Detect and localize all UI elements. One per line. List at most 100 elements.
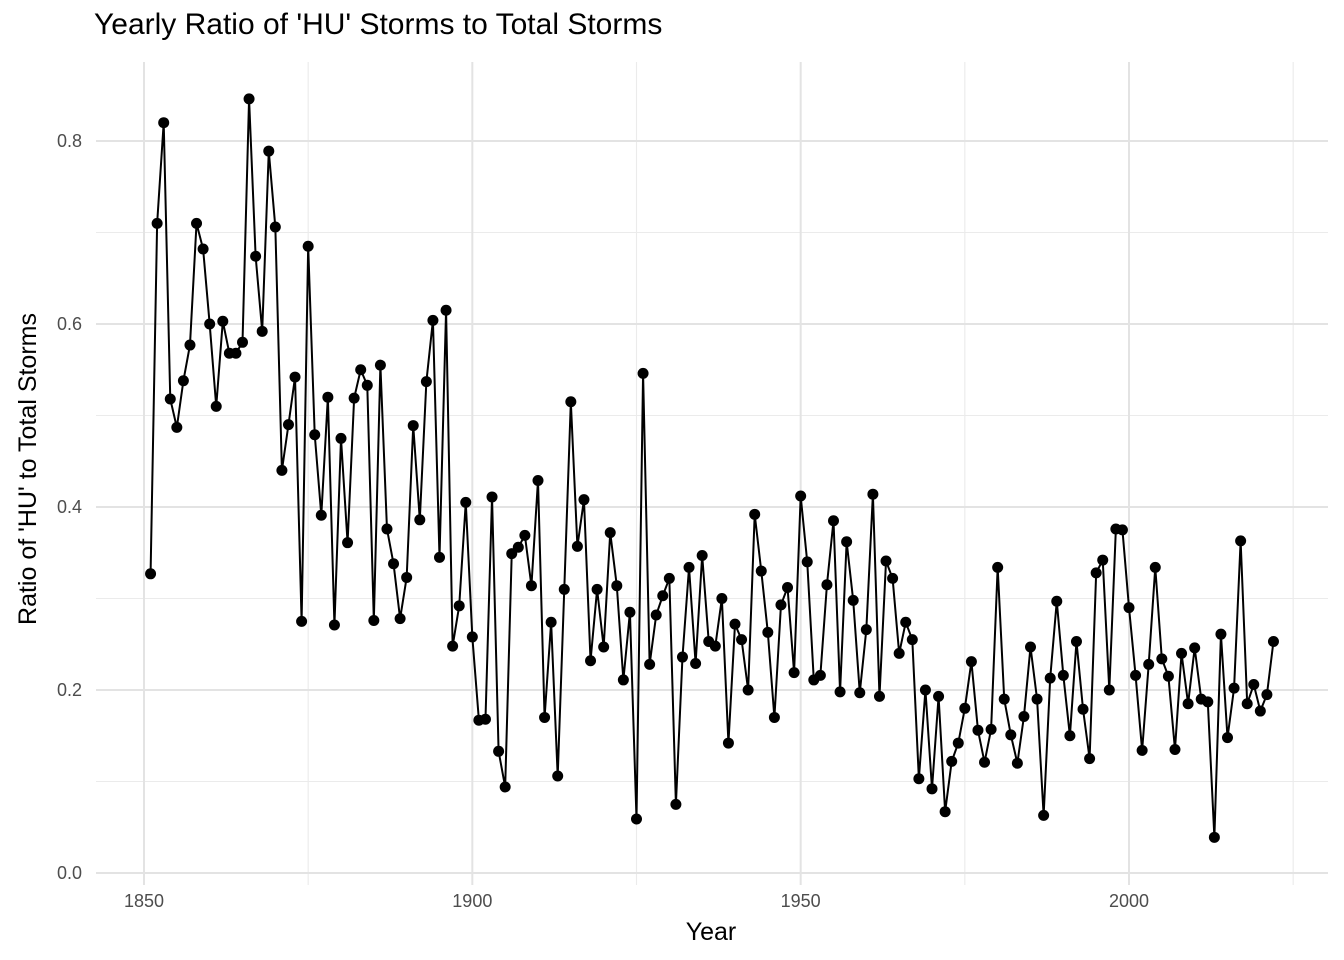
data-point bbox=[256, 325, 268, 337]
data-point bbox=[1070, 636, 1082, 647]
data-point bbox=[269, 221, 281, 233]
data-point bbox=[164, 393, 176, 405]
data-point bbox=[315, 509, 327, 521]
data-point bbox=[821, 579, 833, 591]
data-point bbox=[1149, 561, 1161, 573]
data-point bbox=[322, 391, 334, 403]
data-point bbox=[532, 474, 544, 486]
data-point bbox=[342, 537, 354, 549]
y-tick-label: 0.0 bbox=[57, 863, 82, 883]
data-point bbox=[558, 583, 570, 595]
y-tick-label: 0.2 bbox=[57, 680, 82, 700]
data-point bbox=[545, 616, 557, 628]
data-point bbox=[1156, 653, 1168, 665]
data-point bbox=[453, 600, 465, 612]
data-point bbox=[585, 655, 597, 667]
data-point bbox=[1025, 641, 1036, 653]
data-point bbox=[611, 580, 623, 592]
data-point bbox=[631, 813, 642, 825]
data-point bbox=[1005, 729, 1017, 741]
data-point bbox=[617, 674, 629, 686]
data-point bbox=[1031, 693, 1043, 705]
data-point bbox=[670, 798, 682, 810]
data-point bbox=[361, 379, 373, 391]
data-point bbox=[1162, 670, 1174, 682]
data-point bbox=[683, 561, 695, 573]
x-tick-label: 1850 bbox=[124, 891, 164, 911]
data-point bbox=[447, 640, 459, 652]
data-point bbox=[1215, 628, 1227, 640]
data-point bbox=[210, 400, 222, 412]
data-point bbox=[355, 364, 367, 376]
data-point bbox=[939, 806, 951, 818]
data-point bbox=[952, 737, 964, 749]
data-point bbox=[328, 619, 340, 631]
y-tick-label: 0.4 bbox=[57, 497, 82, 517]
data-point bbox=[1044, 672, 1056, 684]
data-point bbox=[834, 686, 846, 698]
data-point bbox=[637, 367, 649, 379]
data-point bbox=[191, 217, 203, 229]
data-point bbox=[289, 371, 301, 383]
y-tick-label: 0.8 bbox=[57, 131, 82, 151]
data-point bbox=[263, 145, 275, 157]
data-point bbox=[571, 540, 583, 552]
data-point bbox=[1084, 753, 1096, 765]
data-point bbox=[992, 561, 1004, 573]
data-point bbox=[184, 339, 196, 351]
data-point bbox=[171, 421, 183, 433]
data-point bbox=[965, 656, 977, 668]
x-tick-label: 1950 bbox=[781, 891, 821, 911]
data-point bbox=[722, 737, 734, 749]
data-point bbox=[873, 690, 885, 702]
data-point bbox=[348, 392, 360, 404]
data-point bbox=[1241, 698, 1253, 710]
data-point bbox=[795, 490, 807, 502]
data-point bbox=[729, 618, 741, 630]
data-point bbox=[847, 594, 859, 606]
data-point bbox=[479, 713, 491, 725]
data-point bbox=[854, 687, 866, 699]
data-point bbox=[434, 551, 445, 563]
data-point bbox=[237, 336, 248, 348]
data-point bbox=[335, 432, 347, 444]
data-point bbox=[749, 508, 761, 520]
data-point bbox=[302, 240, 314, 252]
data-point bbox=[1208, 831, 1220, 843]
data-point bbox=[440, 304, 452, 316]
y-tick-label: 0.6 bbox=[57, 314, 82, 334]
data-point bbox=[828, 515, 839, 527]
data-point bbox=[1143, 658, 1155, 670]
data-point bbox=[782, 582, 794, 594]
data-point bbox=[1176, 647, 1188, 659]
data-point bbox=[716, 593, 728, 604]
data-point bbox=[578, 494, 590, 506]
data-point bbox=[906, 634, 918, 646]
data-point bbox=[539, 711, 551, 723]
data-point bbox=[401, 571, 413, 583]
y-axis-title: Ratio of 'HU' to Total Storms bbox=[14, 313, 42, 625]
data-point bbox=[158, 117, 170, 129]
data-point bbox=[1228, 682, 1240, 694]
data-point bbox=[368, 614, 380, 626]
data-point bbox=[644, 658, 656, 670]
data-point bbox=[1169, 743, 1181, 755]
data-point bbox=[486, 491, 498, 503]
data-point bbox=[762, 626, 774, 638]
data-point bbox=[394, 613, 406, 625]
data-point bbox=[1267, 636, 1279, 647]
data-point bbox=[946, 755, 958, 767]
data-point bbox=[499, 781, 511, 793]
data-point bbox=[893, 647, 905, 659]
data-point bbox=[657, 590, 669, 602]
data-point bbox=[204, 318, 216, 330]
data-point bbox=[913, 773, 925, 785]
data-point bbox=[663, 572, 675, 584]
data-point bbox=[775, 599, 787, 611]
data-point bbox=[276, 464, 288, 476]
data-point bbox=[598, 641, 610, 653]
data-point bbox=[177, 375, 189, 387]
data-point bbox=[1057, 669, 1069, 681]
data-point bbox=[985, 723, 997, 735]
